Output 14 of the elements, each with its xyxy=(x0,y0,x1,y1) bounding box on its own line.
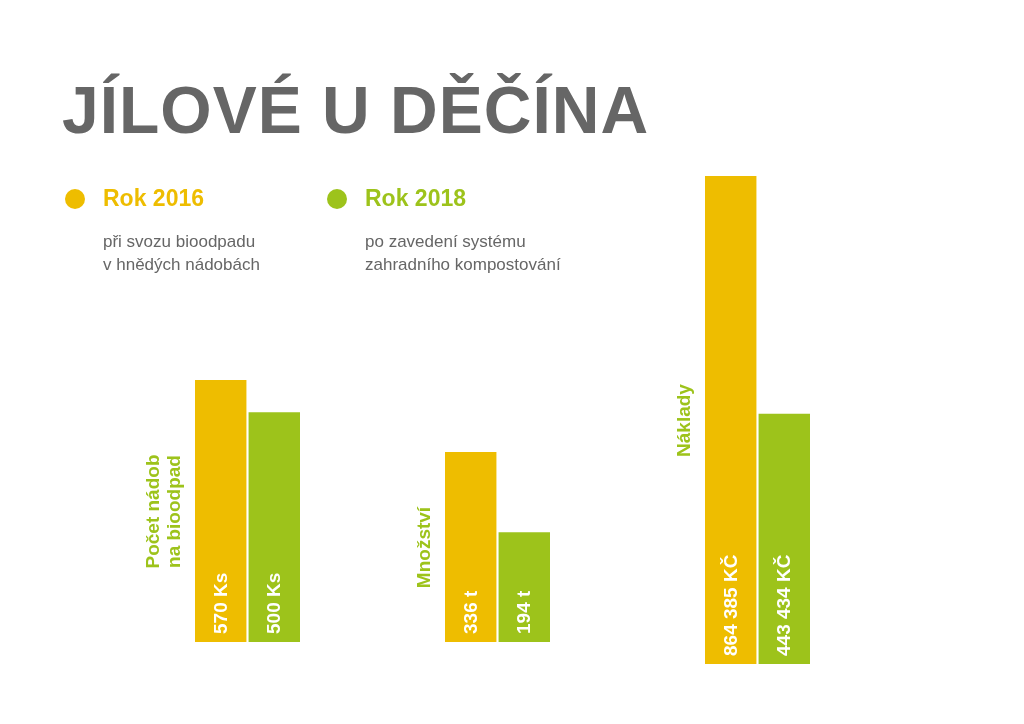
text: při svozu bioodpadu v hnědých nádobách xyxy=(103,231,261,276)
y-axis-title: Počet nádob na bioodpad xyxy=(141,454,184,569)
chart-title: JÍLOVÉ U DĚČÍNA xyxy=(62,72,650,148)
data-label: 336 t xyxy=(459,590,481,634)
data-label: 443 434 KČ xyxy=(773,554,795,656)
data-label: 570 Ks xyxy=(209,572,231,634)
y-axis-title: Množství xyxy=(412,506,434,589)
data-label: 500 Ks xyxy=(263,572,285,634)
data-label: 194 t xyxy=(513,590,535,634)
legend-label: Rok 2016 xyxy=(103,185,205,212)
text: po zavedení systému zahradního kompostování xyxy=(365,231,562,276)
data-label: 864 385 KČ xyxy=(719,554,741,656)
legend-label: Rok 2018 xyxy=(365,185,467,212)
y-axis-title: Náklady xyxy=(672,383,694,457)
